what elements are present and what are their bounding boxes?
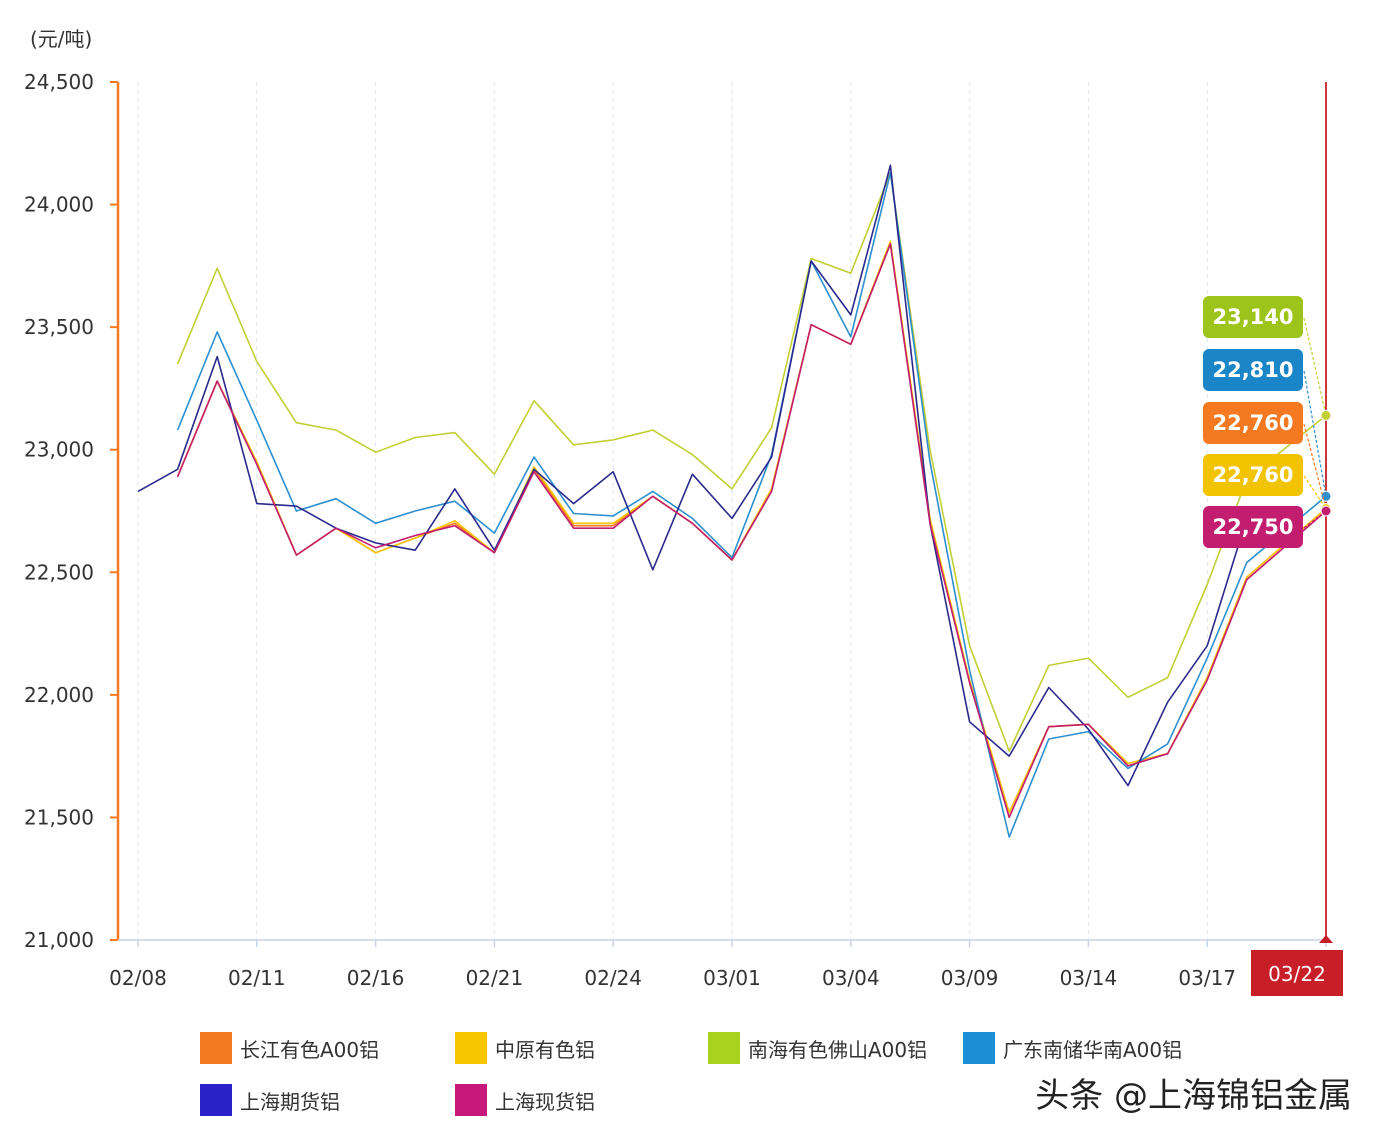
watermark: 头条 @上海锦铝金属: [1035, 1076, 1352, 1116]
crosshair-pointer: [1319, 935, 1333, 943]
tooltip-marker: [1320, 409, 1332, 421]
x-tick-label: 03/04: [822, 966, 880, 990]
x-tick-label: 02/11: [228, 966, 286, 990]
y-tick-label: 23,500: [24, 315, 94, 339]
series-line: [137, 164, 1248, 787]
series-line: [176, 243, 1327, 819]
y-tick-label: 21,500: [24, 805, 94, 829]
series-line: [176, 171, 1327, 838]
x-tick-label: 03/09: [941, 966, 999, 990]
x-tick-label: 02/21: [466, 966, 524, 990]
x-tick-label: 02/08: [109, 966, 167, 990]
series-line: [176, 171, 1327, 752]
series-line: [176, 243, 1327, 814]
tooltip-connector: [1303, 317, 1327, 416]
y-tick-label: 21,000: [24, 928, 94, 952]
tooltip-box: [1203, 402, 1303, 444]
y-axis-unit-label: (元/吨): [30, 27, 92, 51]
y-tick-label: 22,500: [24, 560, 94, 584]
tooltip-connector: [1303, 475, 1327, 509]
grid: [137, 82, 1327, 940]
x-tick-label: 02/16: [347, 966, 405, 990]
tooltip-box: [1203, 296, 1303, 338]
tooltip-connector: [1303, 370, 1327, 497]
tooltip-value: 22,750: [1212, 515, 1293, 539]
tooltip-value: 22,760: [1212, 463, 1293, 487]
y-tick-label: 24,500: [24, 70, 94, 94]
tooltips: 23,140 22,810 22,760 22,760 22,750: [1203, 296, 1332, 548]
tooltip-box: [1203, 506, 1303, 548]
x-tick-label: 03/17: [1178, 966, 1236, 990]
tooltip-connector: [1303, 423, 1327, 509]
tooltip-value: 22,810: [1212, 358, 1293, 382]
axes: 24,500 24,000 23,500 23,000 22,500 22,000 21,5…: [24, 70, 1327, 990]
x-tick-label: 03/14: [1060, 966, 1118, 990]
tooltip-value: 23,140: [1212, 305, 1293, 329]
x-tick-label: 02/24: [584, 966, 642, 990]
tooltip-marker: [1320, 505, 1332, 517]
x-tick-label: 03/01: [703, 966, 761, 990]
crosshair-date-label: 03/22: [1268, 962, 1326, 986]
y-tick-label: 22,000: [24, 683, 94, 707]
series-lines: [137, 164, 1327, 838]
crosshair-date-box: [1251, 950, 1343, 996]
tooltip-box: [1203, 349, 1303, 391]
y-tick-label: 23,000: [24, 438, 94, 462]
y-tick-label: 24,000: [24, 193, 94, 217]
tooltip-value: 22,760: [1212, 411, 1293, 435]
tooltip-box: [1203, 454, 1303, 496]
